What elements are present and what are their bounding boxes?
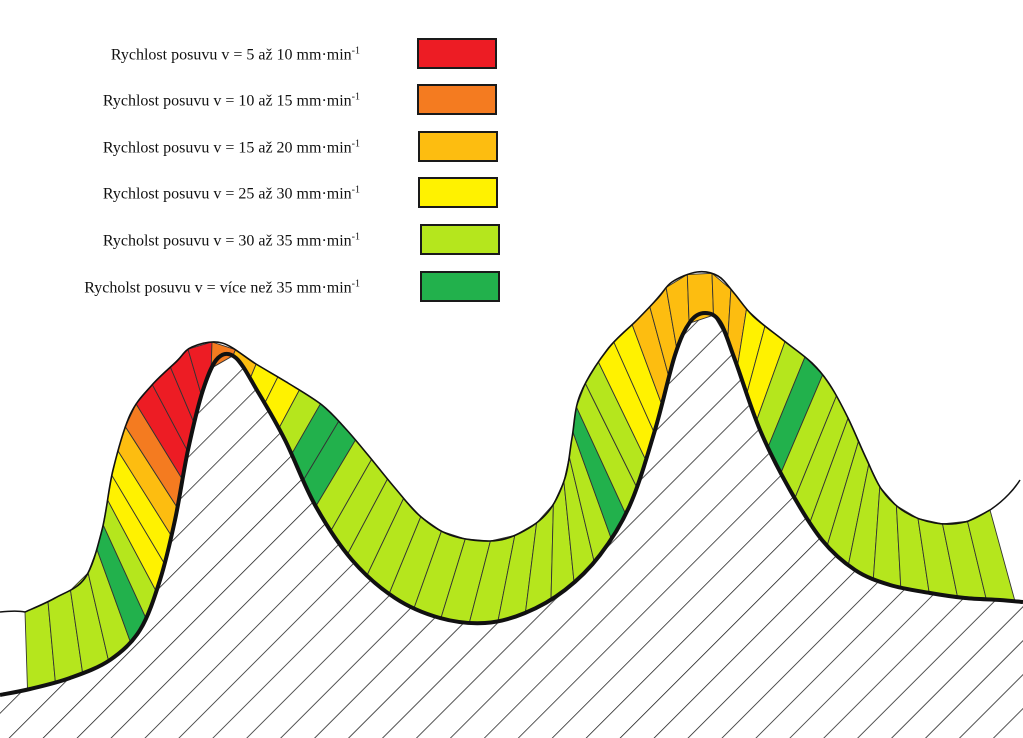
legend-label: Rycholst posuvu v = více než 35 mm·min-1 — [84, 278, 360, 297]
legend-label: Rychlost posuvu v = 25 až 30 mm·min-1 — [102, 184, 360, 203]
workpiece-hatched-section — [0, 313, 1023, 738]
legend-label: Rychlost posuvu v = 10 až 15 mm·min-1 — [102, 91, 360, 110]
legend-label: Rycholst posuvu v = 30 až 35 mm·min-1 — [102, 231, 360, 250]
legend-item: Rycholst posuvu v = více než 35 mm·min-1 — [0, 268, 520, 308]
legend-swatch-amber — [418, 131, 498, 162]
legend-swatch-yellow — [418, 177, 498, 208]
legend-swatch-orange — [417, 84, 497, 115]
legend-item: Rychlost posuvu v = 15 až 20 mm·min-1 — [0, 128, 520, 168]
edge-arc — [0, 479, 1021, 613]
legend-label: Rychlost posuvu v = 5 až 10 mm·min-1 — [110, 45, 360, 64]
legend-item: Rychlost posuvu v = 25 až 30 mm·min-1 — [0, 174, 520, 214]
legend-label: Rychlost posuvu v = 15 až 20 mm·min-1 — [102, 138, 360, 157]
legend-item: Rychlost posuvu v = 10 až 15 mm·min-1 — [0, 81, 520, 121]
speed-color-segments — [24, 272, 1016, 691]
legend-swatch-lime — [420, 224, 500, 255]
legend-swatch-red — [417, 38, 497, 69]
legend-swatch-green — [420, 271, 500, 302]
outer-boundary-curve — [24, 270, 991, 613]
legend-item: Rychlost posuvu v = 5 až 10 mm·min-1 — [0, 35, 520, 75]
workpiece-surface-curve — [0, 311, 1023, 697]
legend-item: Rycholst posuvu v = 30 až 35 mm·min-1 — [0, 221, 520, 261]
